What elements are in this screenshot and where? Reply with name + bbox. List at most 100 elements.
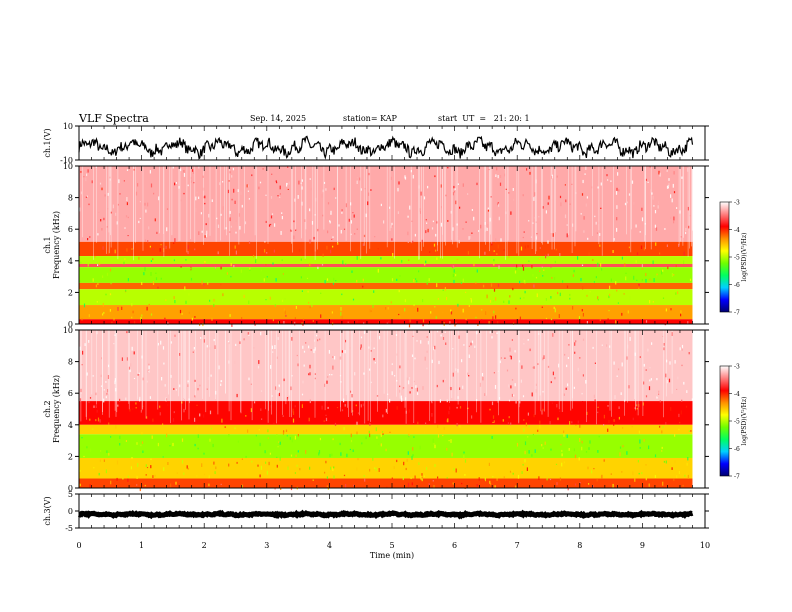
ch2-spectrogram-speckle: [616, 375, 618, 377]
ch1-spectrogram-speckle: [105, 293, 107, 296]
ch1-spectrogram-speckle: [616, 227, 618, 232]
ch1-spectrogram-speckle: [185, 300, 187, 304]
ch1-spectrogram-speckle: [503, 249, 505, 252]
ch1-spectrogram-speckle: [184, 286, 186, 291]
ch1-spectrogram-speckle: [363, 322, 365, 324]
ch1-spectrogram-speckle: [235, 220, 237, 222]
ch2-spectrogram-speckle: [663, 460, 665, 463]
ch2-spectrogram-speckle: [438, 360, 440, 365]
ch1-spectrogram-speckle: [596, 232, 599, 234]
ch2-spectrogram-speckle: [137, 373, 139, 376]
ch1-spectrogram-speckle: [609, 293, 611, 297]
ch2-spectrogram-speckle: [206, 388, 208, 390]
ch1-spectrogram-speckle: [276, 181, 278, 184]
ch2-spectrogram-speckle: [683, 381, 685, 385]
ch2-spectrogram-speckle: [484, 393, 486, 396]
ch2-spectrogram-speckle: [566, 434, 568, 438]
ch1-spectrogram-speckle: [459, 206, 461, 209]
ch2-spectrogram-speckle: [282, 415, 284, 417]
ch1-spectrogram-speckle: [80, 171, 82, 173]
ch1-spectrogram-speckle: [118, 179, 120, 184]
ch2-spectrogram-speckle: [649, 379, 651, 382]
ch1-spectrogram-speckle: [282, 273, 284, 275]
ch1-spectrogram-speckle: [680, 313, 682, 317]
ch2-spectrogram-speckle: [89, 397, 92, 399]
ch2-spectrogram-speckle: [531, 392, 533, 397]
ch1-spectrogram-speckle: [87, 169, 89, 173]
ch1-spectrogram-speckle: [519, 280, 521, 284]
ch1-spectrogram-speckle: [389, 206, 391, 209]
ch2-spectrogram-speckle: [113, 343, 115, 345]
ch1-spectrogram-speckle: [407, 215, 409, 218]
ch1-spectrogram-speckle: [201, 230, 203, 233]
ch2-spectrogram-speckle: [257, 365, 260, 369]
ch2-spectrogram-speckle: [568, 344, 570, 346]
ch1-spectrogram-band-7: [79, 305, 693, 320]
ch1-spectrogram-speckle: [374, 236, 376, 238]
ch2-spectrogram-speckle: [471, 340, 474, 344]
ch2-spectrogram-speckle: [567, 383, 569, 387]
ch1-spectrogram-speckle: [633, 275, 635, 280]
ch1-spectrogram-speckle: [541, 306, 543, 308]
ch1-spectrogram-speckle: [204, 261, 206, 263]
ch1-spectrogram-speckle: [388, 320, 390, 324]
ch2-spectrogram-speckle: [407, 451, 409, 455]
ch1-spectrogram-speckle: [87, 262, 89, 267]
ch2-spectrogram-speckle: [443, 426, 445, 430]
ch1-spectrogram-speckle: [87, 238, 89, 241]
ch1-spectrogram-speckle: [380, 203, 382, 207]
ch1-spectrogram-speckle: [480, 224, 482, 229]
ch1-spectrogram-speckle: [94, 255, 96, 258]
ch1-spectrogram-speckle: [165, 299, 167, 301]
ch2-spectrogram-speckle: [173, 411, 175, 414]
ch1-spectrogram-speckle: [520, 246, 523, 251]
ch1-spectrogram-speckle: [462, 228, 464, 230]
ch2-spectrogram-speckle: [146, 380, 148, 383]
ch2-spectrogram-speckle: [407, 482, 410, 487]
ch1-spectrogram-speckle: [278, 321, 280, 325]
ch1-spectrogram-speckle: [418, 185, 420, 189]
ch2-spectrogram-speckle: [639, 439, 641, 444]
ch2-spectrogram-speckle: [542, 357, 544, 361]
ch1-spectrogram-speckle: [608, 295, 610, 299]
ch2-spectrogram-speckle: [612, 483, 614, 488]
ch2-spectrogram-speckle: [98, 472, 100, 476]
ch1-spectrogram-speckle: [427, 185, 429, 189]
ch2-spectrogram-speckle: [99, 419, 101, 423]
ch2-spectrogram-speckle: [297, 434, 299, 437]
ch2-spectrogram-speckle: [92, 428, 94, 430]
ch1-spectrogram-speckle: [673, 191, 676, 194]
ch1-spectrogram-speckle: [492, 300, 494, 303]
ch1-spectrogram-speckle: [185, 259, 187, 261]
ch2-spectrogram-speckle: [132, 408, 134, 410]
ch2-spectrogram-speckle: [686, 390, 688, 393]
ch1-spectrogram-speckle: [81, 318, 83, 321]
ch2-spectrogram-speckle: [643, 381, 645, 385]
ch1-spectrogram-speckle: [416, 280, 418, 283]
ch2-spectrogram-speckle: [214, 345, 216, 349]
ch1-spectrogram-speckle: [277, 195, 279, 197]
ch1-spectrogram-speckle: [316, 299, 318, 302]
ch2-spectrogram-speckle: [115, 425, 117, 429]
ch1-spectrogram-texture: [78, 166, 693, 328]
ch2-spectrogram-speckle: [332, 356, 334, 358]
ch2-spectrogram-speckle: [537, 363, 539, 365]
ch2-spectrogram-speckle: [245, 455, 247, 458]
ch1-spectrogram-speckle: [126, 248, 128, 252]
ch2-spectrogram-speckle: [440, 334, 442, 337]
ch2-spectrogram-speckle: [93, 467, 95, 469]
ch2-spectrogram-speckle: [394, 375, 396, 377]
ch1-spectrogram-speckle: [234, 245, 236, 249]
ch1-spectrogram-speckle: [152, 258, 154, 261]
ch2-spectrogram-speckle: [260, 465, 262, 470]
date-label: Sep. 14, 2025: [250, 114, 307, 123]
ch2-spectrogram-speckle: [437, 476, 439, 479]
ch2-spectrogram-speckle: [510, 355, 512, 360]
ch2-spectrogram-speckle: [141, 431, 143, 435]
ch2-spectrogram-speckle: [323, 420, 325, 422]
ch1-spectrogram-speckle: [664, 228, 666, 230]
ch2-spectrogram-speckle: [247, 429, 249, 433]
ch1-spectrogram-speckle: [135, 191, 138, 196]
ch1-spectrogram-speckle: [217, 224, 220, 228]
ch1-spectrogram-speckle: [85, 196, 87, 198]
